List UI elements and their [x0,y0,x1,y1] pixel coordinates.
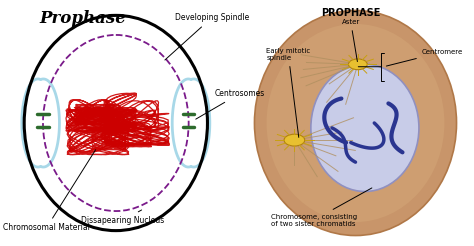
Ellipse shape [255,11,456,235]
Text: Dissapearing Nucleus: Dissapearing Nucleus [81,210,164,225]
Text: Centromere: Centromere [386,49,463,66]
Text: Chromosome, consisting
of two sister chromatids: Chromosome, consisting of two sister chr… [271,188,372,227]
Text: Chromosomal Material: Chromosomal Material [3,150,96,232]
Ellipse shape [348,59,367,70]
Ellipse shape [311,64,419,191]
Text: Early mitotic
spindle: Early mitotic spindle [266,48,310,137]
Text: Aster: Aster [342,19,360,62]
Text: PROPHASE: PROPHASE [321,8,381,18]
Ellipse shape [284,134,305,146]
Text: Centrosomes: Centrosomes [196,89,265,119]
Text: Developing Spindle: Developing Spindle [165,13,249,60]
Ellipse shape [266,24,445,222]
Text: Prophase: Prophase [39,11,127,28]
